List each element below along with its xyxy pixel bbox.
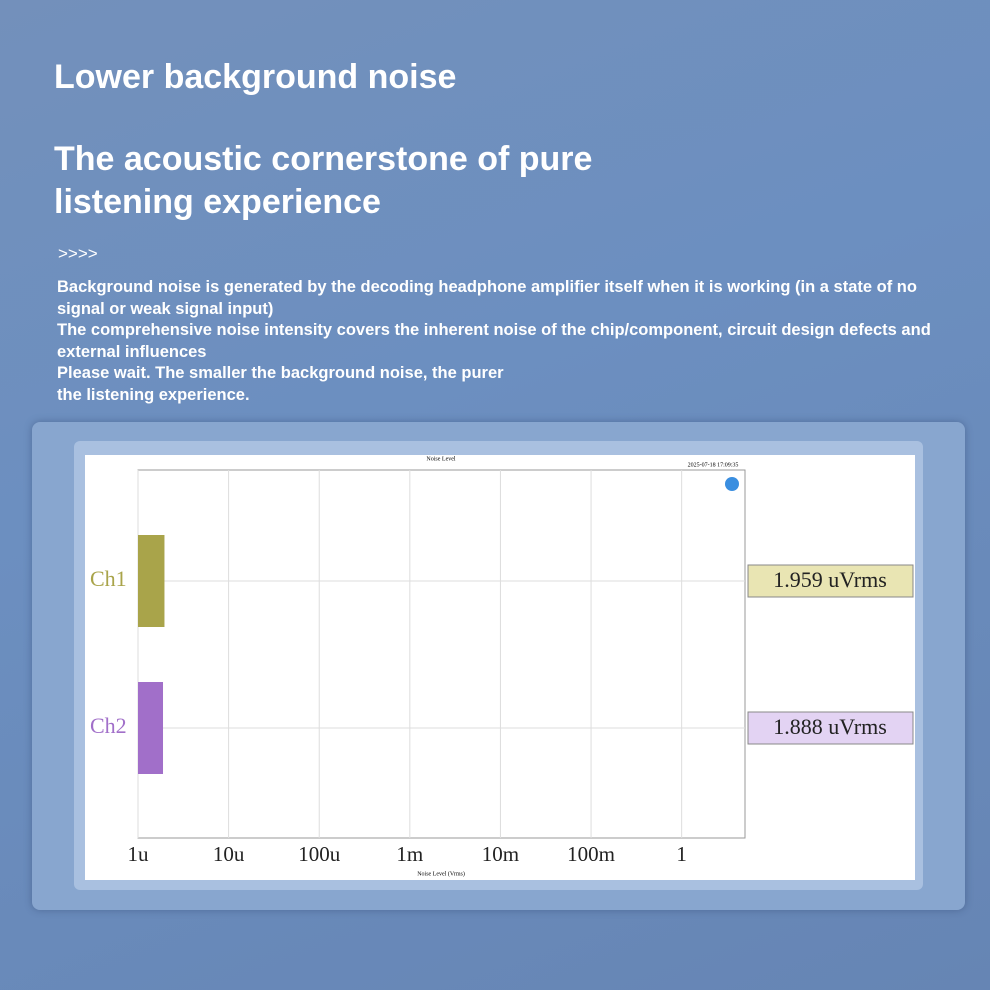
logo xyxy=(725,477,739,491)
body-text: Background noise is generated by the dec… xyxy=(57,277,957,406)
y-tick-label: Ch2 xyxy=(90,713,127,738)
x-tick-label: 1u xyxy=(128,842,150,866)
headline: Lower background noise xyxy=(54,58,457,96)
x-axis-title: Noise Level (Vrms) xyxy=(417,870,465,877)
paragraph: Please wait. The smaller the background … xyxy=(57,364,504,404)
chart: Noise Level 2025-07-18 17:09:35 Noise Le… xyxy=(85,455,915,880)
x-tick-label: 1 xyxy=(676,842,687,866)
x-tick-label: 10m xyxy=(482,842,519,866)
bar xyxy=(138,535,165,627)
paragraph: The comprehensive noise intensity covers… xyxy=(57,321,931,361)
value-label: 1.888 uVrms xyxy=(773,714,887,739)
value-label-box xyxy=(747,564,914,598)
value-label-box xyxy=(747,711,914,745)
y-tick-label: Ch1 xyxy=(90,566,127,591)
x-tick-label: 100m xyxy=(567,842,615,866)
subheadline: The acoustic cornerstone of pure listeni… xyxy=(54,140,593,221)
timestamp: 2025-07-18 17:09:35 xyxy=(688,462,739,468)
x-tick-label: 1m xyxy=(396,842,423,866)
value-label: 1.959 uVrms xyxy=(773,567,887,592)
paragraph: Background noise is generated by the dec… xyxy=(57,278,917,318)
x-tick-label: 100u xyxy=(298,842,341,866)
x-tick-label: 10u xyxy=(213,842,245,866)
bar xyxy=(138,682,164,774)
chart-title: Noise Level xyxy=(426,456,455,462)
marker: >>>> xyxy=(58,244,98,263)
